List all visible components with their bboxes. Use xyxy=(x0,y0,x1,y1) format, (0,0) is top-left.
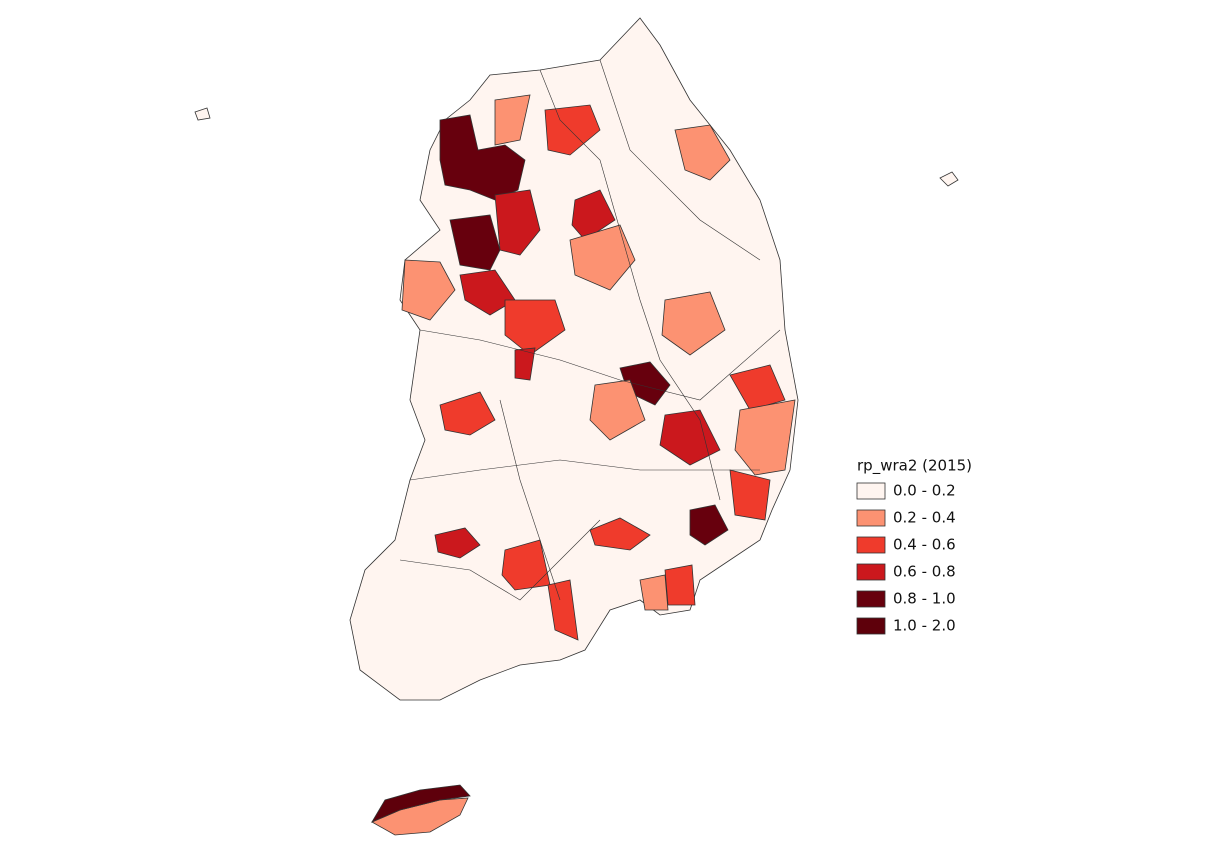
legend-swatch xyxy=(856,563,886,581)
region xyxy=(661,291,726,356)
region xyxy=(494,189,541,256)
legend-label: 0.8 - 1.0 xyxy=(893,590,956,608)
region xyxy=(689,504,729,546)
region xyxy=(514,347,536,381)
region xyxy=(401,259,456,321)
region xyxy=(439,391,496,436)
legend-swatch xyxy=(856,536,886,554)
region xyxy=(639,574,669,611)
legend-label: 0.4 - 0.6 xyxy=(893,536,956,554)
region xyxy=(459,269,516,316)
region xyxy=(571,189,616,241)
island xyxy=(939,171,959,187)
jeju-north xyxy=(371,784,471,823)
region xyxy=(734,399,796,476)
region xyxy=(504,299,566,356)
legend-swatch xyxy=(856,482,886,500)
legend-swatch xyxy=(856,509,886,527)
legend-swatch xyxy=(856,590,886,608)
region xyxy=(674,124,731,181)
island xyxy=(194,107,211,121)
region xyxy=(729,364,786,411)
legend-label: 0.2 - 0.4 xyxy=(893,509,956,527)
region xyxy=(664,564,696,606)
legend-label: 1.0 - 2.0 xyxy=(893,617,956,635)
region xyxy=(589,517,651,551)
region xyxy=(434,527,481,559)
region xyxy=(569,224,636,291)
legend: rp_wra2 (2015) 0.0 - 0.2 0.2 - 0.4 0.4 - 0… xyxy=(856,457,972,635)
region xyxy=(494,94,531,146)
regions xyxy=(194,17,959,836)
region xyxy=(547,579,579,641)
region xyxy=(449,214,501,271)
legend-label: 0.0 - 0.2 xyxy=(893,482,956,500)
region xyxy=(729,469,771,521)
legend-label: 0.6 - 0.8 xyxy=(893,563,956,581)
legend-title: rp_wra2 (2015) xyxy=(857,457,972,476)
region xyxy=(439,114,526,201)
legend-swatch xyxy=(856,617,886,635)
borders xyxy=(399,59,781,601)
